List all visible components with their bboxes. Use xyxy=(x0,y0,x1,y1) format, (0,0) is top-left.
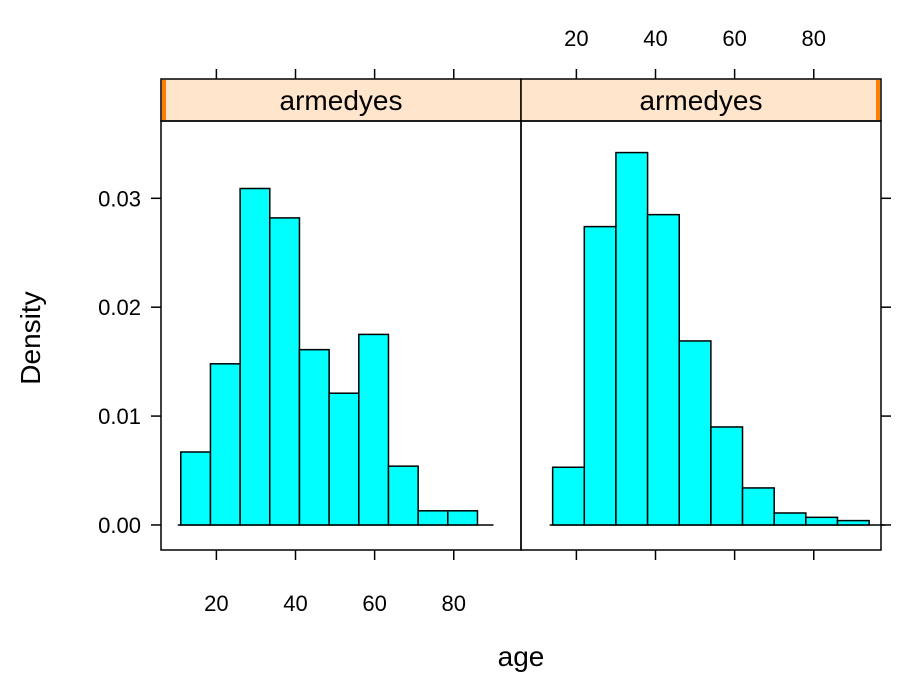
histogram-bar xyxy=(615,151,649,526)
x-tick-label: 60 xyxy=(362,591,386,616)
strip-level-marker xyxy=(876,80,880,120)
strip-label: armedyes xyxy=(280,85,403,116)
strip-label: armedyes xyxy=(640,85,763,116)
strip-level-marker xyxy=(162,80,166,120)
x-tick-label: 20 xyxy=(204,591,228,616)
histogram-bar xyxy=(836,519,870,526)
histogram-bar xyxy=(741,487,775,526)
histogram-bar xyxy=(358,333,390,526)
histogram-bar xyxy=(447,510,479,526)
panel-border xyxy=(520,120,882,551)
histogram-bar xyxy=(209,363,241,526)
x-tick-label: 60 xyxy=(722,26,746,51)
y-tick-label: 0.01 xyxy=(98,404,141,429)
histogram-bar xyxy=(773,512,807,526)
x-tick-label: 40 xyxy=(643,26,667,51)
histogram-bar xyxy=(551,466,586,526)
y-axis-title: Density xyxy=(15,291,46,384)
histogram-bar xyxy=(239,187,271,526)
strip-background xyxy=(520,78,882,122)
histogram-bar xyxy=(180,451,212,526)
x-tick-label: 20 xyxy=(564,26,588,51)
x-tick-label: 80 xyxy=(442,591,466,616)
histogram-bar xyxy=(583,225,617,526)
x-axis-title: age xyxy=(498,641,545,672)
histogram-bar xyxy=(387,465,419,526)
histogram-bar xyxy=(417,510,449,526)
strip-background xyxy=(160,78,522,122)
histogram-bar xyxy=(646,213,680,526)
x-tick-label: 40 xyxy=(283,591,307,616)
y-tick-label: 0.03 xyxy=(98,186,141,211)
panel-1: armedyes xyxy=(160,78,522,551)
histogram-bar xyxy=(678,340,712,526)
histogram-bar xyxy=(710,426,744,526)
histogram-bar xyxy=(328,392,360,526)
histogram-bar xyxy=(298,348,330,526)
y-tick-label: 0.00 xyxy=(98,513,141,538)
x-tick-label: 80 xyxy=(802,26,826,51)
panel-2: armedyes xyxy=(520,78,886,551)
histogram-bar xyxy=(269,217,301,526)
y-tick-label: 0.02 xyxy=(98,295,141,320)
histogram-bar xyxy=(805,516,839,526)
